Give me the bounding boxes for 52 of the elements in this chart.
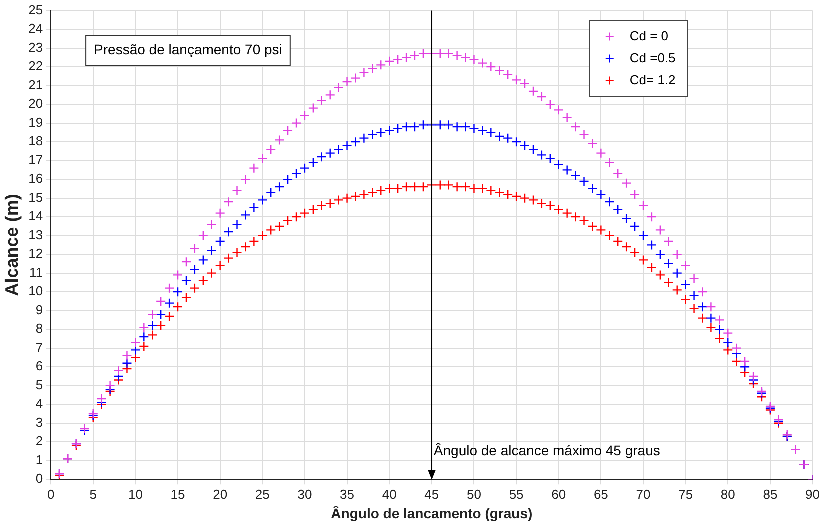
x-tick-label: 65 — [594, 486, 608, 502]
x-tick-label: 10 — [128, 486, 143, 502]
y-tick-label: 15 — [28, 190, 44, 205]
x-tick-label: 45 — [424, 486, 440, 502]
annotation: Pressão de lançamento 70 psi — [94, 42, 282, 58]
y-tick-label: 12 — [28, 246, 44, 262]
x-tick-label: 70 — [636, 486, 651, 502]
y-tick-label: 16 — [28, 171, 44, 186]
y-tick-label: 0 — [36, 471, 44, 486]
x-tick-label: 55 — [509, 486, 524, 502]
x-tick-label: 75 — [678, 486, 694, 502]
y-tick-label: 25 — [28, 2, 44, 18]
legend-label: Cd =0.5 — [630, 50, 676, 66]
legend-label: Cd = 0 — [630, 28, 669, 44]
y-tick-label: 3 — [36, 414, 44, 430]
y-tick-label: 5 — [36, 377, 44, 392]
y-tick-label: 8 — [36, 321, 44, 336]
y-tick-label: 20 — [28, 96, 44, 112]
x-tick-label: 20 — [213, 486, 228, 502]
y-tick-label: 14 — [28, 208, 44, 224]
y-tick-label: 2 — [36, 434, 44, 449]
legend-label: Cd= 1.2 — [630, 72, 676, 88]
y-tick-label: 24 — [28, 21, 44, 36]
x-tick-label: 15 — [170, 486, 186, 502]
y-tick-label: 18 — [28, 134, 44, 149]
y-tick-label: 17 — [28, 152, 44, 168]
y-tick-label: 10 — [28, 284, 44, 299]
y-axis-title: Alcance (m) — [2, 194, 22, 296]
y-tick-label: 1 — [36, 452, 44, 468]
y-tick-label: 4 — [36, 396, 44, 412]
x-tick-label: 85 — [763, 486, 778, 502]
x-tick-label: 40 — [382, 486, 397, 502]
x-tick-label: 25 — [255, 486, 270, 502]
y-tick-label: 19 — [28, 114, 44, 130]
x-tick-label: 90 — [806, 486, 820, 502]
y-tick-label: 23 — [28, 40, 44, 55]
x-axis-title: Ângulo de lancamento (graus) — [331, 505, 533, 522]
y-tick-label: 11 — [30, 264, 44, 280]
x-tick-label: 0 — [47, 486, 55, 502]
x-tick-label: 5 — [90, 486, 97, 502]
x-tick-label: 50 — [467, 486, 482, 502]
x-tick-label: 60 — [552, 486, 566, 502]
y-tick-label: 13 — [28, 227, 44, 242]
y-tick-label: 6 — [36, 358, 44, 374]
y-tick-label: 22 — [28, 58, 44, 74]
x-tick-label: 35 — [340, 486, 355, 502]
y-tick-label: 21 — [28, 77, 44, 92]
y-tick-label: 7 — [36, 340, 44, 355]
x-tick-label: 80 — [720, 486, 736, 502]
x-tick-label: 30 — [298, 486, 312, 502]
annotation: Ângulo de alcance máximo 45 graus — [434, 442, 660, 458]
y-tick-label: 9 — [36, 302, 44, 318]
